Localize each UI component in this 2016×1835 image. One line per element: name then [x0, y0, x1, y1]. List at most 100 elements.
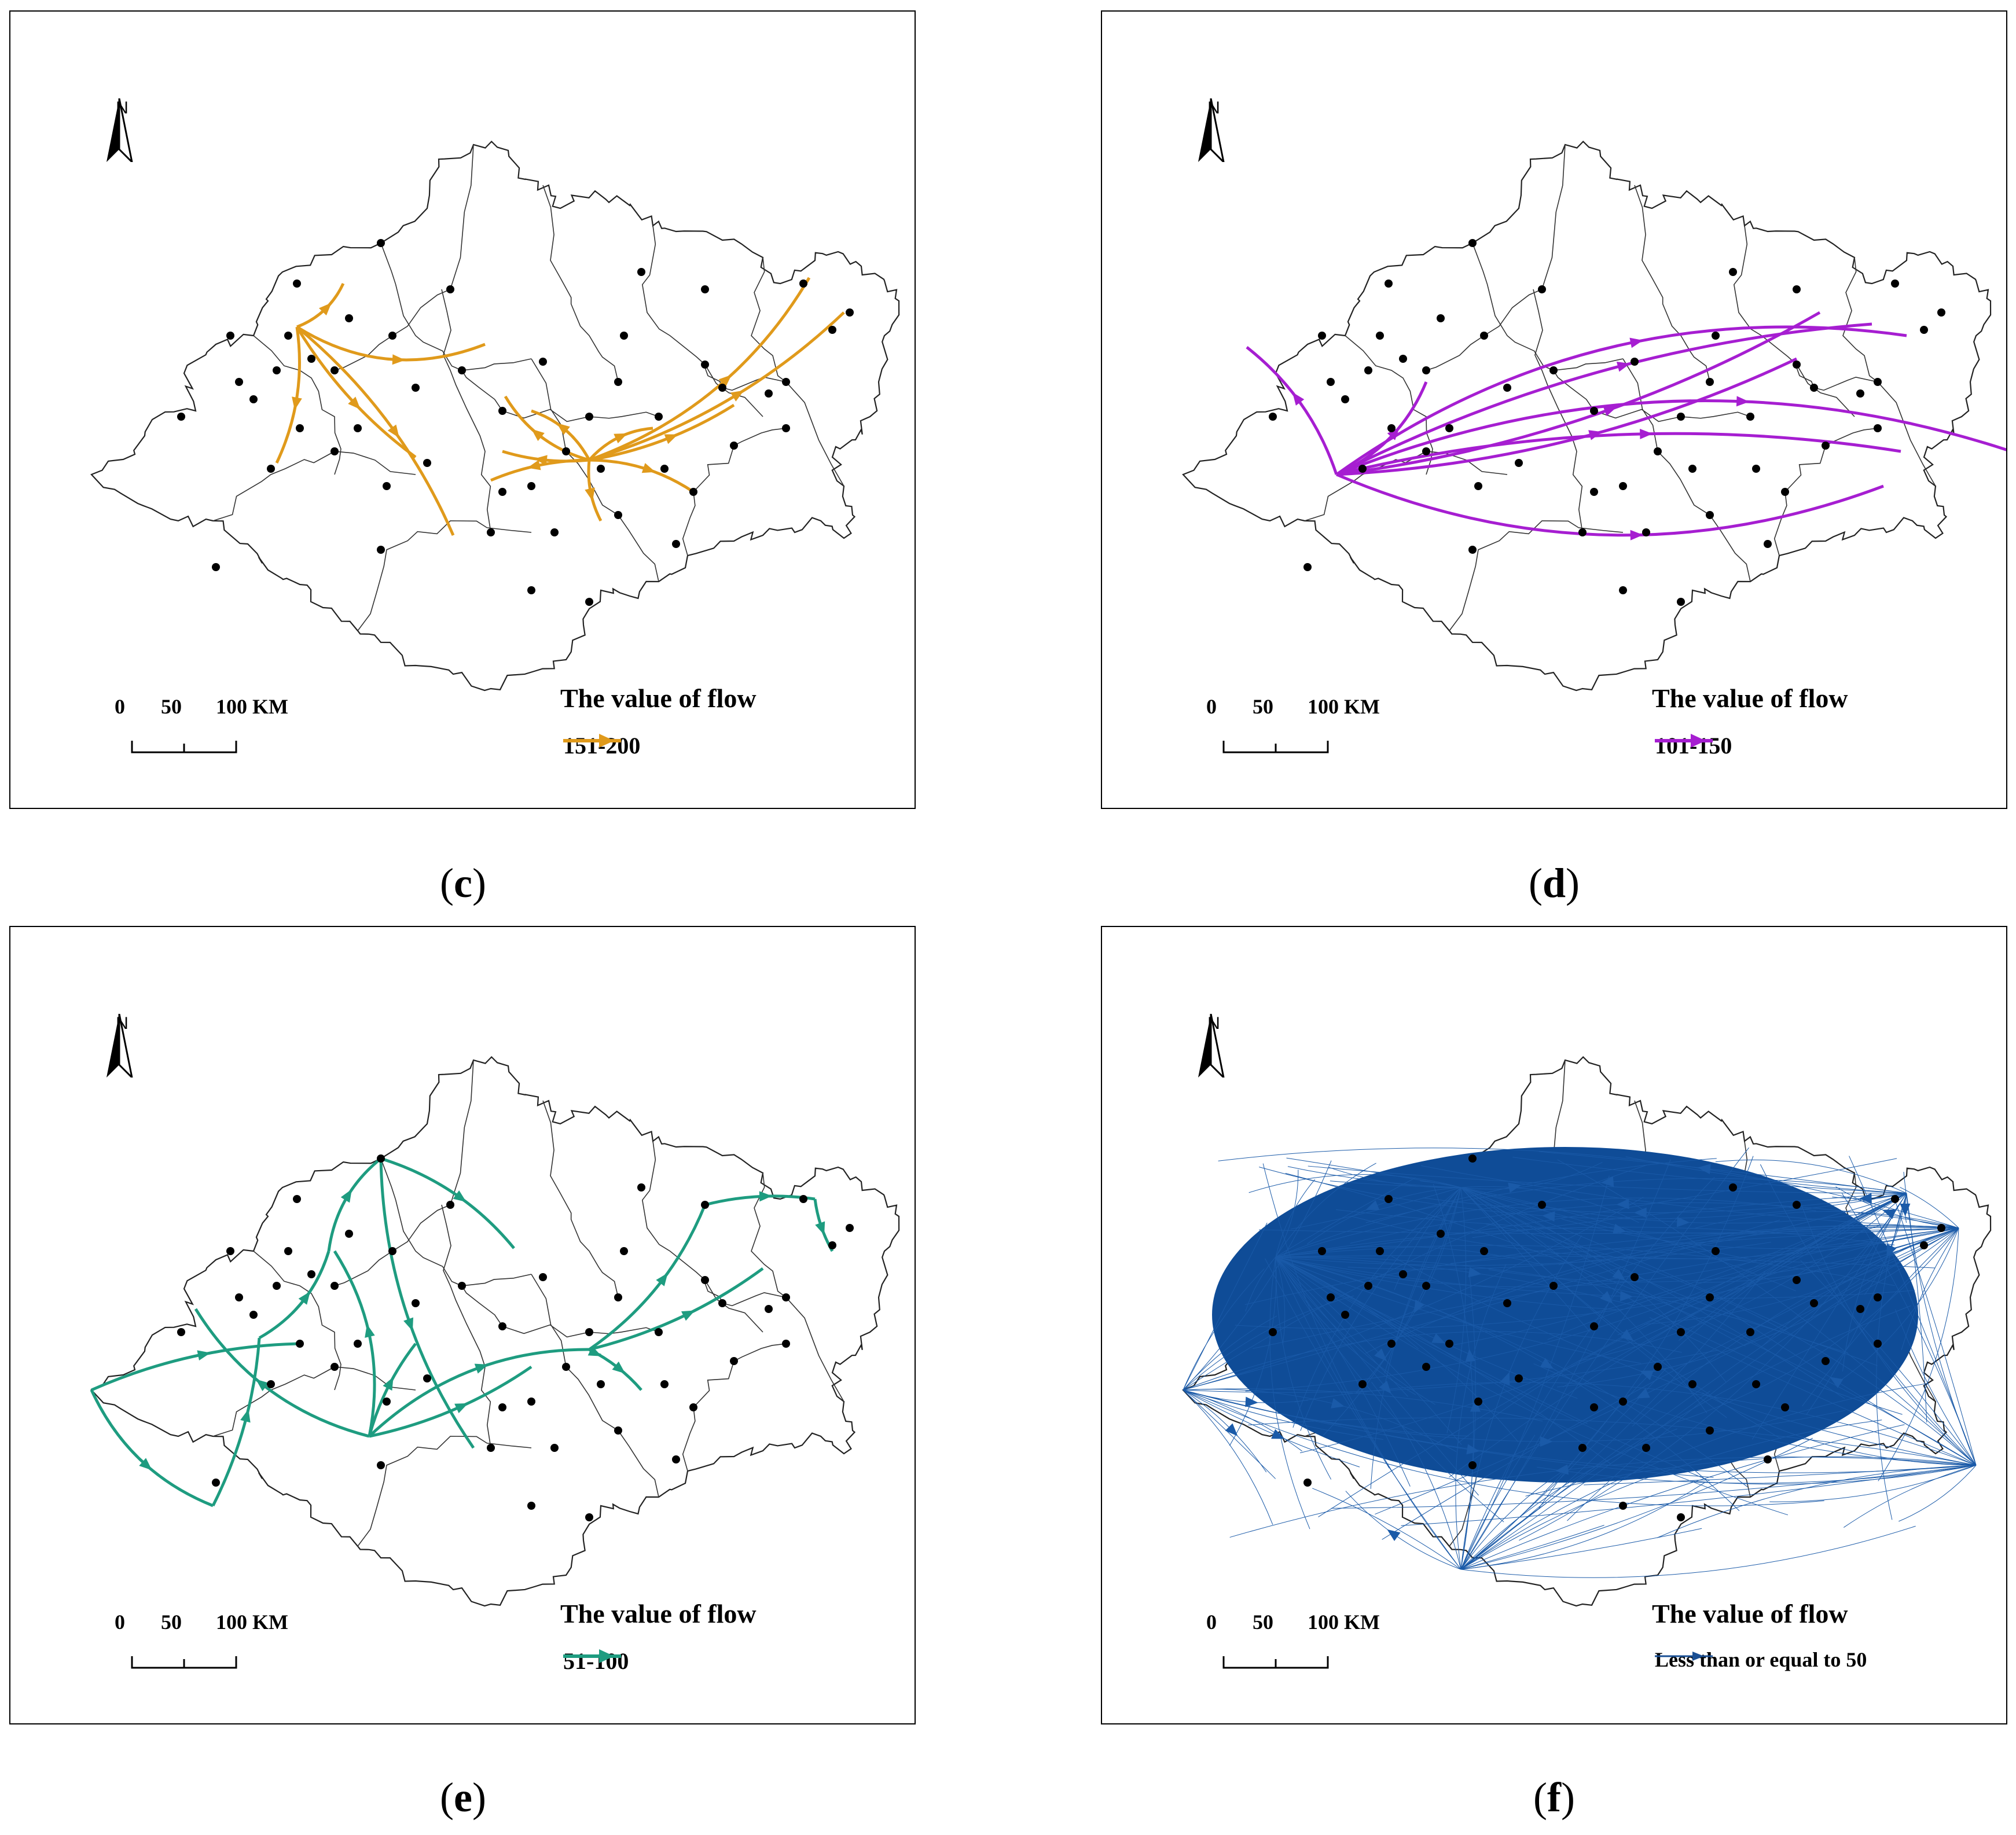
flow-arrow	[1555, 1464, 1569, 1475]
flow-arrow	[365, 1324, 375, 1338]
city-point	[1746, 1328, 1754, 1336]
flow-line	[1335, 381, 1428, 476]
flow-arrow	[387, 424, 399, 438]
county-boundary	[542, 185, 619, 383]
city-point	[1642, 528, 1650, 536]
city-point	[1937, 1224, 1945, 1232]
city-point	[331, 447, 339, 455]
flow-line	[1800, 1260, 1977, 1466]
city-point	[782, 378, 790, 386]
flow-line	[1723, 1307, 1977, 1466]
flow-line	[1901, 1227, 1959, 1351]
flow-line	[589, 311, 845, 462]
city-point	[1445, 424, 1453, 432]
city-point	[550, 528, 559, 536]
city-point	[1387, 1340, 1396, 1348]
county-boundary	[751, 257, 844, 487]
flow-line	[1265, 1258, 1461, 1570]
city-point	[689, 488, 697, 496]
city-point	[1515, 1374, 1523, 1382]
flow-line	[1259, 1167, 1907, 1219]
city-point	[539, 1273, 547, 1281]
flow-line	[211, 1337, 261, 1507]
flow-arrow	[1630, 529, 1643, 540]
flow-arrow	[1676, 1216, 1690, 1227]
flow-line	[1183, 1268, 1265, 1391]
flow-line	[1336, 1209, 1959, 1234]
city-point	[620, 332, 628, 340]
city-point	[1318, 1247, 1326, 1255]
city-point	[423, 1374, 431, 1382]
city-point	[527, 1502, 535, 1510]
city-point	[293, 280, 301, 288]
city-point	[1937, 308, 1945, 317]
city-point	[1269, 413, 1277, 421]
flow-line	[1229, 1457, 1977, 1538]
city-point	[1376, 1247, 1384, 1255]
city-point	[1318, 332, 1326, 340]
flow-line	[1183, 1315, 1277, 1391]
flow-arrow	[1900, 1203, 1911, 1216]
flow-line	[1644, 1227, 1959, 1325]
county-boundary	[253, 335, 341, 475]
flow-line	[1275, 1177, 1416, 1257]
flow-line	[1275, 1256, 1462, 1445]
flow-line	[1275, 1256, 1642, 1364]
city-point	[597, 1380, 605, 1388]
flow-line	[1906, 1193, 1927, 1423]
scale-bar-c: 0 50 100 KM	[115, 694, 288, 758]
city-point	[1474, 482, 1482, 490]
flow-arrow	[1387, 1529, 1401, 1541]
flow-line	[1460, 1383, 1927, 1570]
flow-line	[1183, 1331, 1682, 1391]
flow-arrow	[1612, 1268, 1626, 1281]
flow-line	[1676, 1227, 1959, 1422]
flow-line	[1290, 1187, 1461, 1230]
city-point	[701, 285, 709, 293]
flow-line	[1384, 1187, 1461, 1374]
flow-line	[1287, 1166, 1461, 1188]
flow-line	[1308, 1165, 1907, 1194]
flow-line	[1300, 1193, 1907, 1454]
city-point	[1793, 1201, 1801, 1209]
flow-arrow	[1413, 1299, 1425, 1314]
flow-line	[1751, 1193, 1907, 1440]
north-arrow-e: N	[102, 1014, 142, 1078]
flow-line	[1460, 1187, 1782, 1439]
flow-line	[1275, 1256, 1286, 1345]
flow-line	[1183, 1389, 1360, 1468]
city-point	[562, 1363, 570, 1371]
flow-arrow	[681, 1310, 695, 1321]
flow-line	[1694, 1211, 1959, 1229]
city-point	[354, 1340, 362, 1348]
city-point	[377, 546, 385, 554]
north-arrow-d: N	[1194, 98, 1234, 162]
county-boundary	[380, 1158, 532, 1286]
city-point	[1677, 598, 1685, 606]
county-boundary	[334, 1060, 474, 1286]
flow-line	[1259, 1227, 1959, 1234]
city-point	[1468, 1154, 1477, 1163]
city-point	[846, 1224, 854, 1232]
city-point	[527, 1398, 535, 1406]
city-point	[1619, 1398, 1627, 1406]
city-point	[1677, 1513, 1685, 1521]
city-point	[1793, 1276, 1801, 1284]
city-point	[1619, 586, 1627, 594]
flow-line	[1460, 1528, 1702, 1570]
flow-line	[296, 326, 455, 536]
flow-arrow	[1886, 1244, 1897, 1258]
city-point	[846, 308, 854, 317]
flow-line	[1275, 1256, 1479, 1496]
flow-line	[1275, 1256, 1740, 1512]
flow-arrow	[556, 422, 570, 435]
city-point	[354, 424, 362, 432]
flow-arrow	[585, 487, 595, 501]
city-point	[1619, 1502, 1627, 1510]
flow-line	[1275, 1179, 1315, 1257]
flow-line	[1275, 1256, 1617, 1310]
city-point	[1341, 395, 1349, 403]
city-point	[718, 1299, 726, 1307]
city-point	[585, 1328, 593, 1336]
city-point	[1619, 482, 1627, 490]
